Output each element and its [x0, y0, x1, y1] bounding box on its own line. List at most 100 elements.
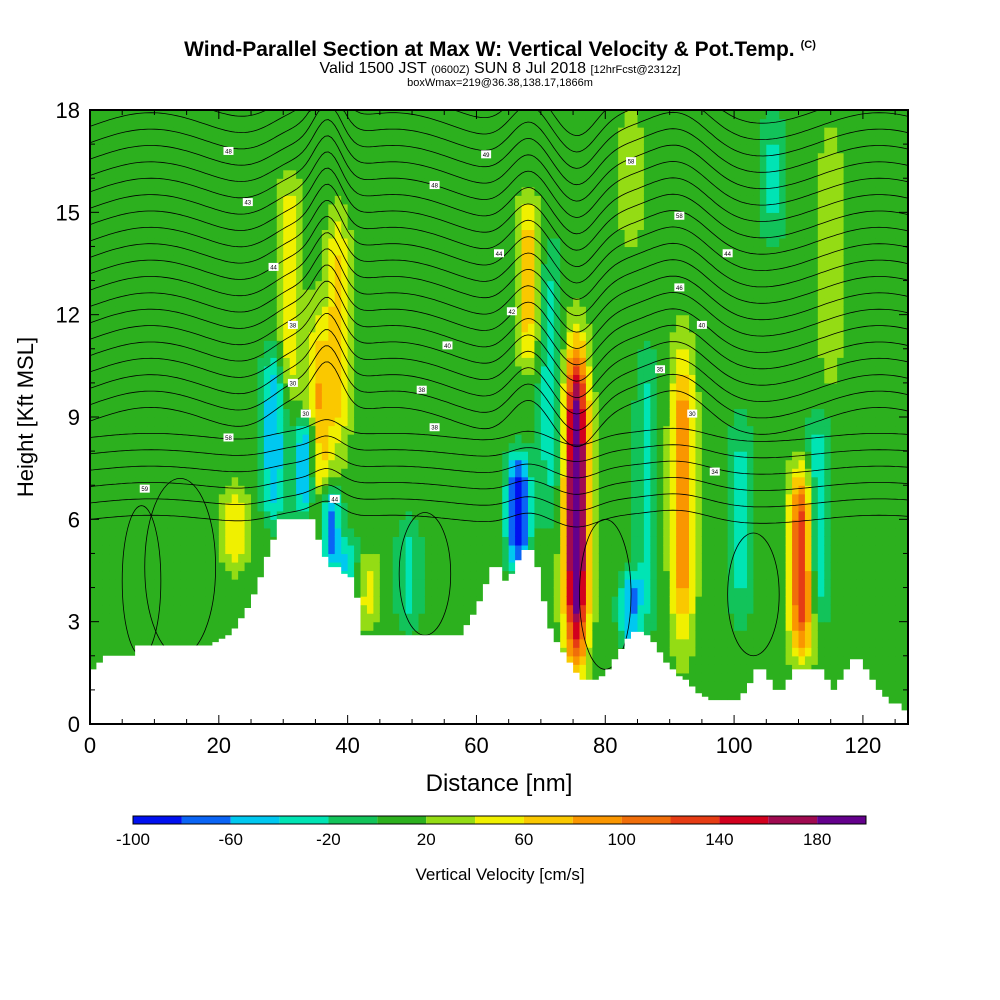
vv-cell	[109, 152, 117, 162]
vv-cell	[392, 502, 400, 512]
vv-cell	[347, 340, 355, 350]
vv-cell	[521, 289, 529, 299]
vv-cell	[205, 357, 213, 367]
vv-cell	[257, 434, 265, 444]
vv-cell	[360, 331, 368, 341]
vv-cell	[315, 237, 323, 248]
vv-cell	[379, 502, 387, 512]
vv-cell	[470, 502, 478, 512]
vv-cell	[521, 237, 529, 248]
vv-cell	[160, 254, 168, 265]
vv-cell	[418, 399, 426, 410]
vv-cell	[366, 502, 374, 512]
vv-cell	[450, 212, 458, 222]
vv-cell	[476, 118, 484, 128]
vv-cell	[160, 263, 168, 273]
vv-cell	[418, 127, 426, 137]
vv-cell	[128, 152, 136, 162]
vv-cell	[231, 553, 239, 563]
vv-cell	[238, 493, 246, 503]
vv-cell	[405, 331, 413, 341]
vv-cell	[392, 229, 400, 239]
vv-cell	[115, 621, 123, 631]
vv-cell	[218, 186, 226, 196]
vv-cell	[263, 254, 271, 265]
vv-cell	[180, 613, 188, 623]
vv-cell	[122, 323, 130, 333]
vv-cell	[173, 459, 181, 469]
vv-cell	[199, 246, 207, 256]
vv-cell	[225, 621, 233, 631]
vv-cell	[102, 382, 110, 393]
vv-cell	[283, 246, 291, 256]
vv-cell	[283, 425, 291, 435]
vv-cell	[476, 254, 484, 265]
vv-cell	[412, 348, 420, 358]
vv-cell	[102, 289, 110, 299]
vv-cell	[341, 272, 349, 282]
vv-cell	[270, 280, 278, 290]
vv-cell	[502, 161, 510, 171]
vv-cell	[296, 382, 304, 393]
vv-cell	[251, 161, 259, 171]
vv-cell	[450, 263, 458, 273]
vv-cell	[270, 476, 278, 486]
vv-cell	[463, 527, 471, 537]
vv-cell	[160, 408, 168, 418]
vv-cell	[90, 323, 98, 333]
vv-cell	[154, 561, 162, 572]
vv-cell	[347, 382, 355, 393]
vv-cell	[238, 442, 246, 452]
vv-cell	[399, 630, 407, 640]
vv-cell	[180, 220, 188, 230]
vv-cell	[482, 135, 490, 145]
vv-cell	[373, 519, 381, 529]
vv-cell	[405, 613, 413, 623]
vv-cell	[186, 195, 194, 205]
vv-cell	[160, 229, 168, 239]
vv-cell	[412, 468, 420, 478]
vv-cell	[167, 178, 175, 188]
vv-cell	[141, 596, 149, 606]
vv-cell	[379, 544, 387, 555]
vv-cell	[141, 399, 149, 410]
vv-cell	[347, 212, 355, 222]
vv-cell	[212, 476, 220, 486]
vv-cell	[392, 570, 400, 580]
vv-cell	[392, 587, 400, 597]
vv-cell	[470, 246, 478, 256]
vv-cell	[115, 348, 123, 358]
vv-cell	[109, 476, 117, 486]
vv-cell	[386, 314, 394, 324]
vv-cell	[399, 544, 407, 555]
vv-cell	[122, 519, 130, 529]
vv-cell	[373, 399, 381, 410]
vv-cell	[476, 203, 484, 213]
vv-cell	[476, 161, 484, 171]
vv-cell	[521, 127, 529, 137]
vv-cell	[373, 485, 381, 495]
vv-cell	[225, 536, 233, 546]
vv-cell	[141, 110, 149, 120]
vv-cell	[412, 203, 420, 213]
vv-cell	[276, 451, 284, 461]
vv-cell	[457, 340, 465, 350]
vv-cell	[160, 348, 168, 358]
vv-cell	[392, 493, 400, 503]
vv-cell	[482, 510, 490, 520]
vv-cell	[386, 365, 394, 375]
vv-cell	[109, 127, 117, 137]
vv-cell	[231, 399, 239, 410]
vv-cell	[431, 144, 439, 154]
vv-cell	[173, 212, 181, 222]
vv-cell	[218, 544, 226, 555]
vv-cell	[218, 527, 226, 537]
vv-cell	[418, 442, 426, 452]
vv-cell	[186, 561, 194, 572]
vv-cell	[167, 254, 175, 265]
vv-cell	[379, 220, 387, 230]
vv-cell	[366, 135, 374, 145]
vv-cell	[527, 237, 536, 248]
vv-cell	[392, 399, 400, 410]
vv-cell	[263, 229, 271, 239]
